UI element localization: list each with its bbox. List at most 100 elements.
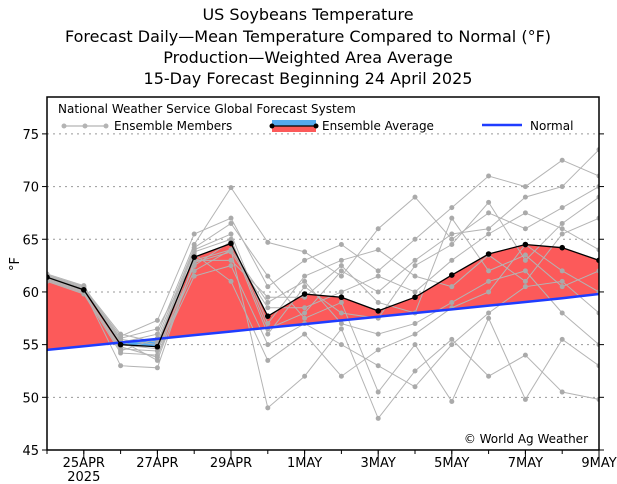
member-point — [338, 321, 344, 327]
average-point — [191, 254, 197, 260]
member-point — [375, 226, 381, 232]
member-point — [265, 331, 271, 337]
normal-line — [47, 292, 599, 352]
member-point — [486, 315, 492, 321]
member-point — [486, 231, 492, 237]
member-point — [191, 245, 197, 251]
x-tick-label: 9MAY — [581, 456, 616, 471]
member-point — [486, 310, 492, 316]
member-point — [191, 273, 197, 279]
member-point — [486, 173, 492, 179]
member-line — [47, 264, 599, 388]
member-point — [302, 373, 308, 379]
member-point — [265, 299, 271, 305]
member-point — [375, 331, 381, 337]
x-tick-label: 5MAY — [434, 456, 469, 471]
x-tick-label: 27APR — [136, 456, 178, 471]
member-point — [302, 284, 308, 290]
member-point — [486, 278, 492, 284]
member-point — [522, 284, 528, 290]
member-point — [375, 273, 381, 279]
member-point — [302, 305, 308, 311]
member-point — [486, 226, 492, 232]
x-tick-label: 7MAY — [508, 456, 543, 471]
member-point — [522, 278, 528, 284]
member-point — [154, 317, 160, 323]
member-point — [302, 331, 308, 337]
y-tick-label: 60 — [22, 286, 39, 301]
member-line — [47, 217, 599, 339]
member-point — [375, 415, 381, 421]
average-point — [301, 291, 308, 297]
member-point — [412, 368, 418, 374]
member-point — [449, 205, 455, 211]
member-point — [375, 347, 381, 353]
member-point — [118, 335, 124, 341]
member-point — [559, 220, 565, 226]
member-point — [412, 342, 418, 348]
member-point — [228, 263, 234, 269]
member-point — [449, 215, 455, 221]
member-point — [559, 284, 565, 290]
average-point — [154, 343, 161, 350]
average-point — [228, 240, 234, 247]
member-point — [375, 363, 381, 369]
member-point — [118, 363, 124, 369]
member-point — [449, 236, 455, 242]
member-point — [412, 194, 418, 200]
ensemble-members — [47, 147, 599, 421]
member-point — [375, 389, 381, 395]
member-point — [228, 278, 234, 284]
legend-normal: Normal — [530, 119, 573, 133]
member-point — [412, 331, 418, 337]
member-point — [302, 310, 308, 316]
member-point — [265, 305, 271, 311]
member-point — [375, 247, 381, 253]
average-point — [522, 241, 529, 248]
average-point — [338, 294, 345, 301]
member-point — [228, 249, 234, 255]
legend-average: Ensemble Average — [322, 119, 434, 133]
member-point — [522, 352, 528, 358]
member-point — [522, 194, 528, 200]
member-line — [47, 243, 599, 377]
member-point — [486, 268, 492, 274]
member-point — [449, 257, 455, 263]
member-point — [154, 365, 160, 371]
member-point — [265, 239, 271, 245]
legend: Ensemble Members Ensemble Average Normal — [61, 119, 573, 133]
member-line — [47, 196, 599, 350]
member-point — [265, 405, 271, 411]
member-point — [522, 184, 528, 190]
member-point — [522, 226, 528, 232]
member-point — [449, 231, 455, 237]
plot-frame — [46, 96, 600, 451]
member-point — [265, 321, 271, 327]
member-point — [265, 342, 271, 348]
member-point — [486, 210, 492, 216]
member-point — [412, 289, 418, 295]
member-point — [338, 326, 344, 332]
member-point — [338, 342, 344, 348]
member-point — [486, 199, 492, 205]
member-point — [302, 257, 308, 263]
x-tick-label: 3MAY — [361, 456, 396, 471]
member-point — [154, 354, 160, 360]
member-point — [522, 257, 528, 263]
average-point — [375, 308, 382, 314]
member-point — [559, 310, 565, 316]
member-point — [412, 273, 418, 279]
member-point — [449, 336, 455, 342]
member-point — [559, 157, 565, 163]
member-point — [559, 205, 565, 211]
member-line — [47, 222, 599, 403]
legend-members: Ensemble Members — [114, 119, 232, 133]
member-point — [228, 257, 234, 263]
x-tick-label: 1MAY — [287, 456, 322, 471]
member-point — [228, 185, 234, 191]
average-point — [412, 294, 418, 301]
y-tick-label: 50 — [22, 391, 39, 406]
average-point — [81, 287, 87, 293]
x-tick-label: 29APR — [210, 456, 252, 471]
member-point — [228, 215, 234, 221]
